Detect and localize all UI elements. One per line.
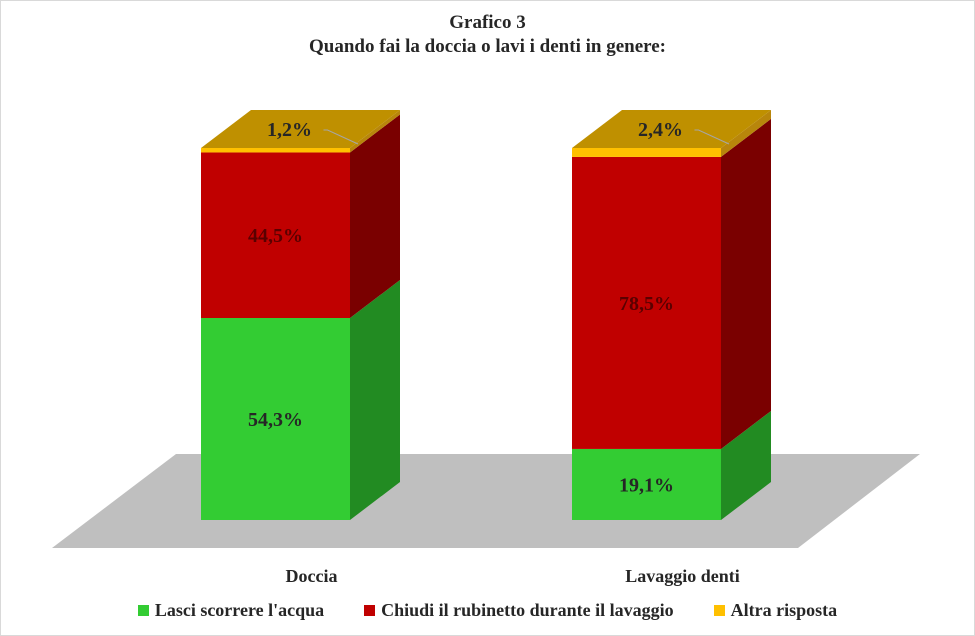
bar-top-doccia bbox=[201, 110, 400, 148]
bar-front-lavaggio-series-1 bbox=[572, 156, 721, 449]
category-label-doccia: Doccia bbox=[286, 566, 338, 586]
bar-side-doccia-series-2 bbox=[350, 110, 400, 153]
data-label-lavaggio-series-2: 2,4% bbox=[638, 119, 683, 141]
data-label-lavaggio-series-0: 19,1% bbox=[619, 474, 674, 496]
leader-line-doccia bbox=[323, 129, 359, 145]
legend-item-altra: Altra risposta bbox=[713, 600, 838, 621]
bar-top-lavaggio bbox=[572, 110, 771, 148]
chart-plot: 54,3% 44,5% 1,2% Doccia 19,1% 78,5% 2,4% Lavagg… bbox=[52, 110, 920, 586]
bar-side-doccia-series-0 bbox=[350, 280, 400, 520]
data-label-doccia-series-2: 1,2% bbox=[267, 119, 312, 141]
legend-label-lasci: Lasci scorrere l'acqua bbox=[154, 600, 325, 620]
legend-item-lasci: Lasci scorrere l'acqua bbox=[137, 600, 325, 621]
bar-side-lavaggio-series-1 bbox=[721, 118, 771, 449]
legend-swatch-altra bbox=[713, 605, 725, 616]
legend-swatch-lasci bbox=[137, 605, 149, 616]
legend-item-chiudi: Chiudi il rubinetto durante il lavaggio bbox=[364, 600, 674, 621]
legend-swatch-chiudi bbox=[364, 605, 376, 616]
bar-side-doccia-series-1 bbox=[350, 114, 400, 319]
bar-front-doccia-series-0 bbox=[201, 318, 350, 520]
bar-front-lavaggio-series-0 bbox=[572, 448, 721, 520]
data-label-doccia-series-1: 44,5% bbox=[248, 225, 303, 247]
legend: Lasci scorrere l'acqua Chiudi il rubinet… bbox=[0, 600, 975, 621]
legend-label-altra: Altra risposta bbox=[730, 600, 838, 620]
bar-side-lavaggio-series-0 bbox=[721, 410, 771, 520]
chart-floor bbox=[52, 454, 920, 548]
bar-front-lavaggio-series-2 bbox=[572, 148, 721, 157]
chart-title: Grafico 3 bbox=[449, 12, 526, 33]
bar-front-doccia-series-1 bbox=[201, 152, 350, 319]
data-label-lavaggio-series-1: 78,5% bbox=[619, 293, 674, 315]
bar-side-lavaggio-series-2 bbox=[721, 110, 771, 157]
leader-line-lavaggio bbox=[694, 129, 730, 145]
chart-subtitle: Quando fai la doccia o lavi i denti in g… bbox=[309, 36, 666, 57]
legend-label-chiudi: Chiudi il rubinetto durante il lavaggio bbox=[381, 600, 674, 620]
category-label-lavaggio: Lavaggio denti bbox=[625, 566, 740, 586]
data-label-doccia-series-0: 54,3% bbox=[248, 409, 303, 431]
bar-front-doccia-series-2 bbox=[201, 148, 350, 153]
